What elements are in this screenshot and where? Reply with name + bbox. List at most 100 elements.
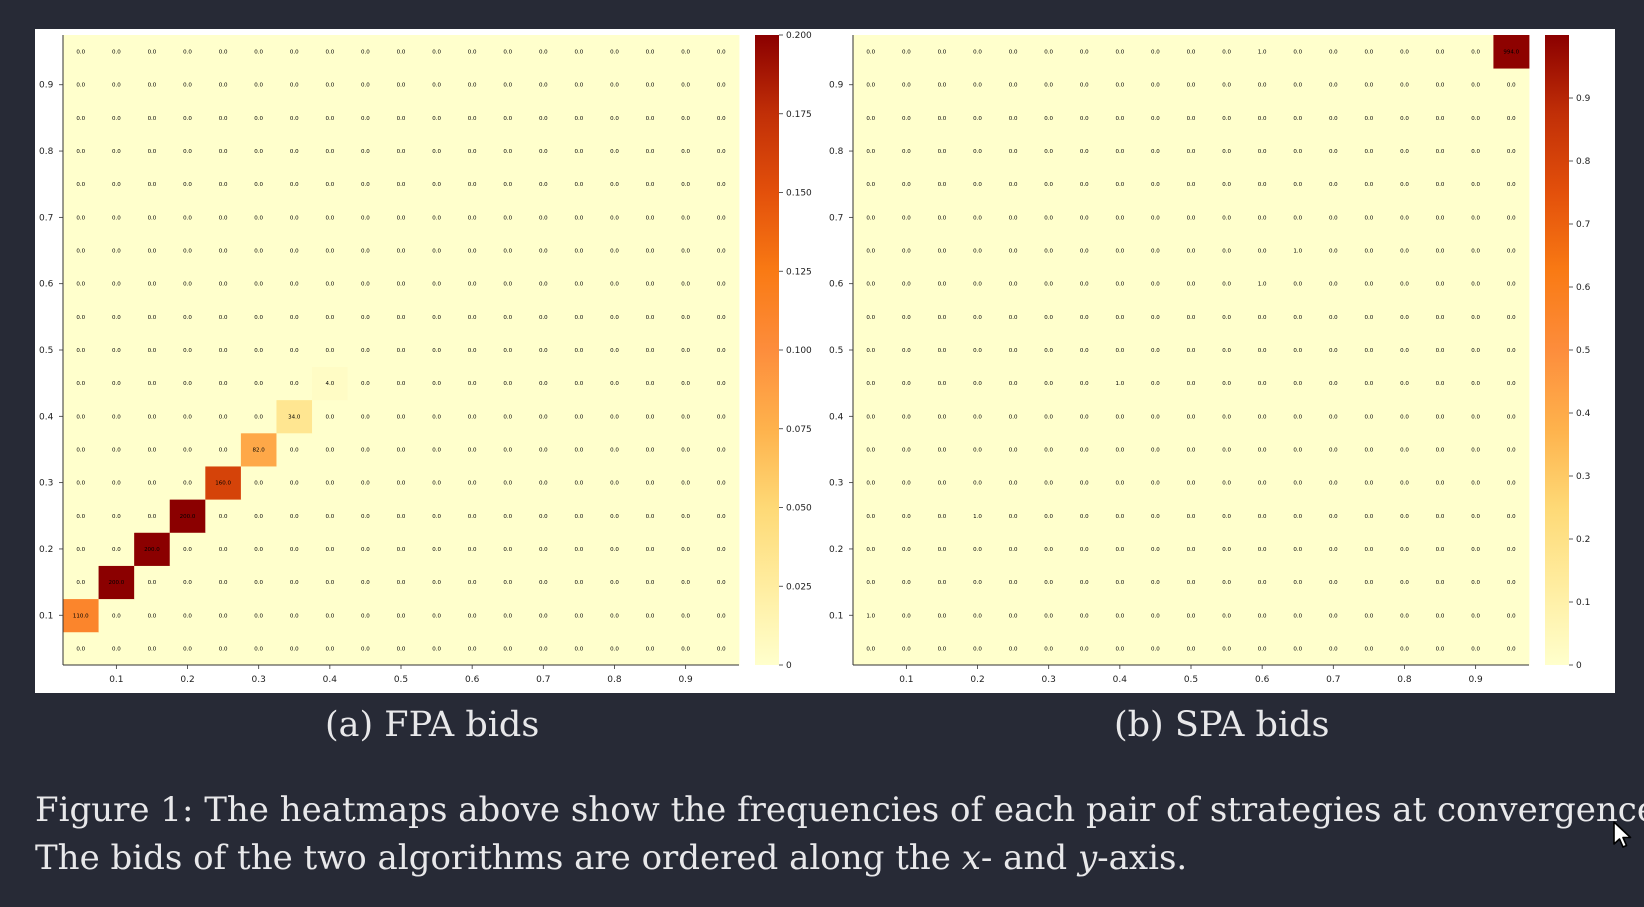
heatmap-cell [1279,432,1316,467]
heatmap-cell [1173,631,1210,666]
heatmap-cell [1137,167,1174,202]
cell-value-label: 0.0 [717,50,726,56]
heatmap-cell [1066,499,1103,533]
cell-value-label: 0.0 [1222,447,1231,453]
cell-value-label: 0.0 [1293,547,1302,553]
heatmap-cell [1137,466,1174,500]
cell-value-label: 0.0 [610,381,619,387]
heatmap-cell [205,499,242,533]
heatmap-cell [383,68,420,102]
cell-value-label: 0.0 [325,249,334,255]
heatmap-cell [853,432,889,467]
heatmap-cell [489,167,526,202]
cell-value-label: 0.0 [254,646,263,652]
cell-value-label: 0.0 [1187,381,1196,387]
heatmap-cell [489,565,526,600]
heatmap-cell [1279,167,1316,202]
heatmap-cell [312,300,349,334]
heatmap-cell [1386,134,1423,169]
cell-value-label: 0.0 [1365,249,1374,255]
heatmap-cell [240,101,277,135]
cell-value-label: 0.0 [148,580,157,586]
cell-value-label: 0.0 [1507,282,1516,288]
cell-value-label: 0.0 [325,613,334,619]
heatmap-cell [667,532,704,566]
cell-value-label: 0.0 [1365,381,1374,387]
heatmap-cell [312,499,349,533]
cell-value-label: 110.0 [73,613,89,619]
cell-value-label: 0.0 [1151,249,1160,255]
cell-value-label: 0.0 [1471,348,1480,354]
cell-value-label: 0.0 [902,381,911,387]
heatmap-cell [454,399,491,434]
heatmap-cell [959,399,996,434]
heatmap-cell [489,300,526,334]
cell-value-label: 0.0 [1436,149,1445,155]
heatmap-cell [1102,101,1139,135]
heatmap-cell [561,167,598,202]
figure-caption: Figure 1: The heatmaps above show the fr… [35,786,1644,882]
cell-value-label: 0.0 [1471,149,1480,155]
heatmap-cell [63,300,99,334]
cell-value-label: 0.0 [938,381,947,387]
heatmap-cell [1386,466,1423,500]
cell-value-label: 0.0 [361,646,370,652]
heatmap-cell [1386,532,1423,566]
heatmap-cell [454,167,491,202]
heatmap-cell [1457,532,1494,566]
cell-value-label: 0.0 [866,481,875,487]
heatmap-cell [959,532,996,566]
heatmap-cell [1493,267,1530,301]
heatmap-cell [1422,167,1459,202]
cell-value-label: 0.0 [1222,282,1231,288]
cell-value-label: 0.0 [468,83,477,89]
heatmap-cell [1173,101,1210,135]
heatmap-cell [888,300,925,334]
heatmap-cell [525,167,562,202]
cell-value-label: 0.0 [1187,116,1196,122]
heatmap-cell [995,101,1032,135]
cell-value-label: 0.0 [1258,215,1267,221]
cell-value-label: 0.0 [112,50,121,56]
heatmap-cell [959,134,996,169]
colorbar-tick-label: 0.3 [1576,472,1590,482]
heatmap-cell [888,399,925,434]
cell-value-label: 0.0 [1009,447,1018,453]
cell-value-label: 0.0 [1507,381,1516,387]
cell-value-label: 0.0 [681,348,690,354]
cell-value-label: 0.0 [646,215,655,221]
caption-text-1: The heatmaps above show the frequencies … [204,790,1644,830]
cell-value-label: 1.0 [1258,50,1267,56]
cell-value-label: 0.0 [1471,282,1480,288]
heatmap-cell [98,167,135,202]
cell-value-label: 0.0 [432,116,441,122]
heatmap-cell [525,233,562,268]
cell-value-label: 0.0 [503,282,512,288]
heatmap-cell [489,399,526,434]
cell-value-label: 0.0 [148,414,157,420]
cell-value-label: 0.0 [1507,315,1516,321]
cell-value-label: 0.0 [938,547,947,553]
heatmap-cell [1030,134,1067,169]
cell-value-label: 0.0 [681,282,690,288]
cell-value-label: 0.0 [1507,613,1516,619]
cell-value-label: 0.0 [1151,282,1160,288]
heatmap-cell [169,134,206,169]
cell-value-label: 0.0 [361,547,370,553]
cell-value-label: 0.0 [183,315,192,321]
cell-value-label: 0.0 [1293,447,1302,453]
cell-value-label: 0.0 [503,215,512,221]
heatmap-cell [995,466,1032,500]
cell-value-label: 0.0 [361,149,370,155]
heatmap-cell [205,598,242,633]
cell-value-label: 0.0 [1400,315,1409,321]
cell-value-label: 0.0 [1293,481,1302,487]
cell-value-label: 0.0 [219,315,228,321]
cell-value-label: 0.0 [1080,249,1089,255]
cell-value-label: 200.0 [108,580,124,586]
cell-value-label: 0.0 [1365,447,1374,453]
cell-value-label: 0.0 [973,481,982,487]
cell-value-label: 0.0 [973,282,982,288]
heatmap-cell [169,35,206,69]
cell-value-label: 0.0 [973,249,982,255]
